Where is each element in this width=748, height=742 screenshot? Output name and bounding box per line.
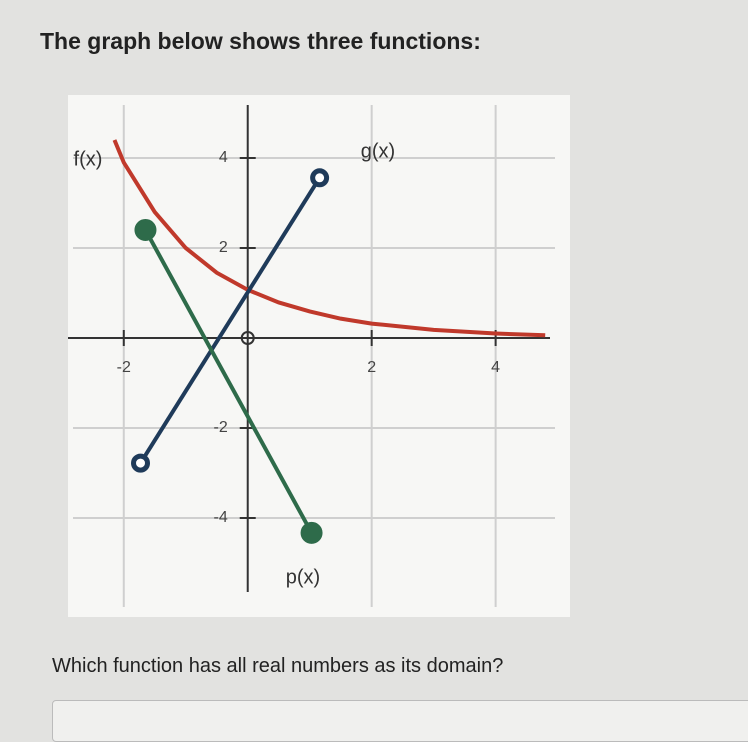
x-tick-label: -2: [117, 359, 131, 376]
y-tick-label: -2: [213, 419, 227, 436]
x-tick-label: 4: [491, 359, 500, 376]
question: Which function has all real numbers as i…: [52, 655, 504, 677]
answer-box[interactable]: [52, 700, 748, 742]
endpoint: [134, 219, 157, 241]
function-label: p(x): [286, 566, 320, 588]
chart: -2 2 4 -4 -2 2 4 f(x) g(x) p(x): [68, 95, 570, 617]
y-tick-label: 4: [219, 149, 228, 166]
x-tick-label: 2: [367, 359, 376, 376]
function-label: f(x): [74, 148, 103, 170]
function-line: [143, 229, 314, 534]
title: The graph below shows three functions:: [40, 28, 481, 54]
function-label: g(x): [361, 140, 395, 162]
function-line: [138, 176, 322, 465]
endpoint: [310, 168, 330, 188]
y-tick-label: -4: [213, 509, 227, 526]
endpoint: [300, 521, 323, 544]
origin: [240, 331, 255, 345]
endpoint: [131, 453, 151, 473]
function-line: [112, 139, 546, 338]
y-tick-label: 2: [219, 239, 228, 256]
